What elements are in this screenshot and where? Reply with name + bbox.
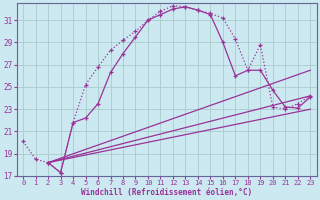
X-axis label: Windchill (Refroidissement éolien,°C): Windchill (Refroidissement éolien,°C) <box>81 188 252 197</box>
